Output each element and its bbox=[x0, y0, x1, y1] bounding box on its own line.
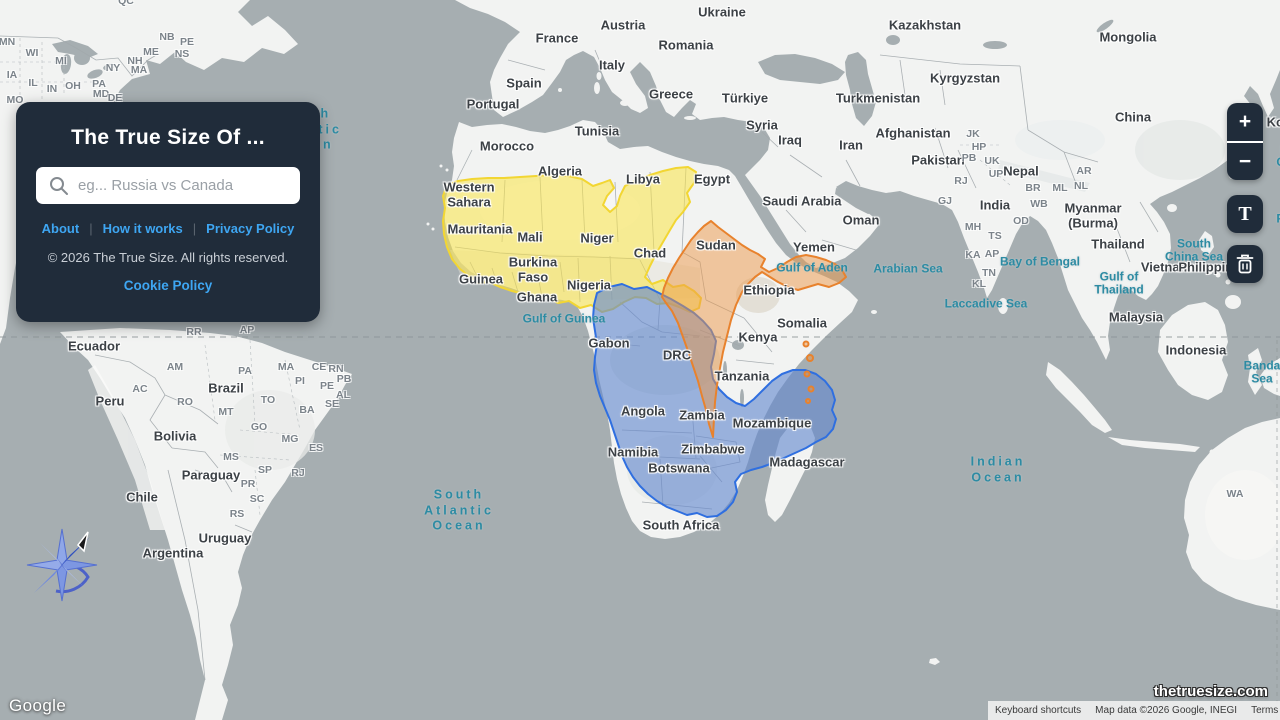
panel-link-divider: | bbox=[192, 221, 197, 236]
map-data-text: Map data ©2026 Google, INEGI bbox=[1095, 705, 1238, 716]
zoom-out-button[interactable]: − bbox=[1238, 150, 1252, 173]
panel-link-privacy-policy[interactable]: Privacy Policy bbox=[206, 221, 295, 236]
zoom-divider bbox=[1227, 141, 1263, 143]
compass-rose-icon bbox=[26, 528, 98, 602]
panel-link-about[interactable]: About bbox=[41, 221, 80, 236]
map-attribution-bar: Keyboard shortcuts Map data ©2026 Google… bbox=[988, 701, 1280, 720]
overlay-shape-yellow[interactable] bbox=[442, 166, 702, 313]
overlay-shape-orange[interactable] bbox=[661, 220, 847, 438]
terms-link[interactable]: Terms bbox=[1251, 705, 1279, 716]
country-overlays bbox=[442, 166, 847, 518]
keyboard-shortcuts-link[interactable]: Keyboard shortcuts bbox=[995, 705, 1082, 716]
copyright-text: © 2026 The True Size. All rights reserve… bbox=[47, 250, 289, 265]
page-title: The True Size Of ... bbox=[71, 126, 265, 149]
google-logo[interactable]: Google bbox=[9, 696, 67, 715]
zoom-in-button[interactable]: + bbox=[1238, 110, 1252, 133]
overlay-orange-islands[interactable] bbox=[802, 340, 815, 404]
text-tool-button[interactable]: T bbox=[1227, 195, 1263, 233]
zoom-control: + − bbox=[1227, 103, 1263, 180]
state-borders bbox=[0, 38, 1011, 516]
cookie-policy-link[interactable]: Cookie Policy bbox=[123, 278, 213, 293]
delete-tool-button[interactable] bbox=[1227, 245, 1263, 283]
panel-links: About | How it works | Privacy Policy bbox=[34, 221, 302, 236]
trash-icon bbox=[1236, 254, 1254, 274]
inland-seas bbox=[52, 19, 1114, 407]
search-input[interactable] bbox=[36, 167, 300, 204]
panel-link-how-it-works[interactable]: How it works bbox=[102, 221, 183, 236]
search-icon bbox=[50, 177, 68, 195]
site-watermark: thetruesize.com bbox=[1153, 683, 1268, 700]
panel-link-divider: | bbox=[89, 221, 93, 236]
true-size-panel: The True Size Of ... About | How it works |… bbox=[16, 102, 320, 322]
